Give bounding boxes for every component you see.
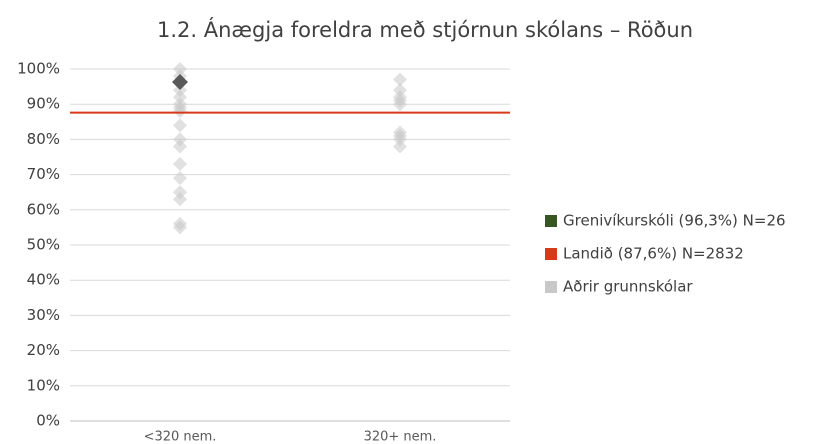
y-tick-label: 30% (27, 306, 60, 324)
y-tick-label: 80% (27, 130, 60, 148)
point (173, 104, 187, 119)
point (173, 90, 187, 105)
chart-title: 1.2. Ánægja foreldra með stjórnun skólan… (157, 17, 693, 42)
point (393, 72, 407, 87)
y-tick-label: 70% (27, 165, 60, 183)
point (173, 83, 187, 98)
point (393, 139, 407, 154)
point (173, 132, 187, 147)
y-tick-label: 20% (27, 341, 60, 359)
point (173, 157, 187, 172)
point (173, 192, 187, 207)
legend-label: Aðrir grunnskólar (563, 278, 693, 296)
x-tick-label: 320+ nem. (364, 430, 437, 444)
point (393, 97, 407, 112)
y-tick-label: 50% (27, 236, 60, 254)
y-tick-label: 60% (27, 200, 60, 218)
point (173, 220, 187, 235)
legend-swatch (545, 215, 557, 227)
y-tick-label: 10% (27, 376, 60, 394)
point (173, 171, 187, 186)
point (393, 132, 407, 147)
legend-label: Landið (87,6%) N=2832 (563, 245, 744, 263)
point (173, 118, 187, 133)
legend-swatch (545, 281, 557, 293)
y-tick-label: 100% (17, 60, 60, 78)
legend-swatch (545, 248, 557, 260)
y-tick-label: 90% (27, 95, 60, 113)
legend-label: Grenivíkurskóli (96,3%) N=26 (563, 212, 786, 230)
point (393, 83, 407, 98)
point (173, 139, 187, 154)
x-tick-label: <320 nem. (144, 430, 217, 444)
y-tick-label: 40% (27, 271, 60, 289)
y-tick-label: 0% (36, 412, 60, 430)
point (172, 74, 188, 91)
point (173, 62, 187, 76)
point (173, 185, 187, 200)
